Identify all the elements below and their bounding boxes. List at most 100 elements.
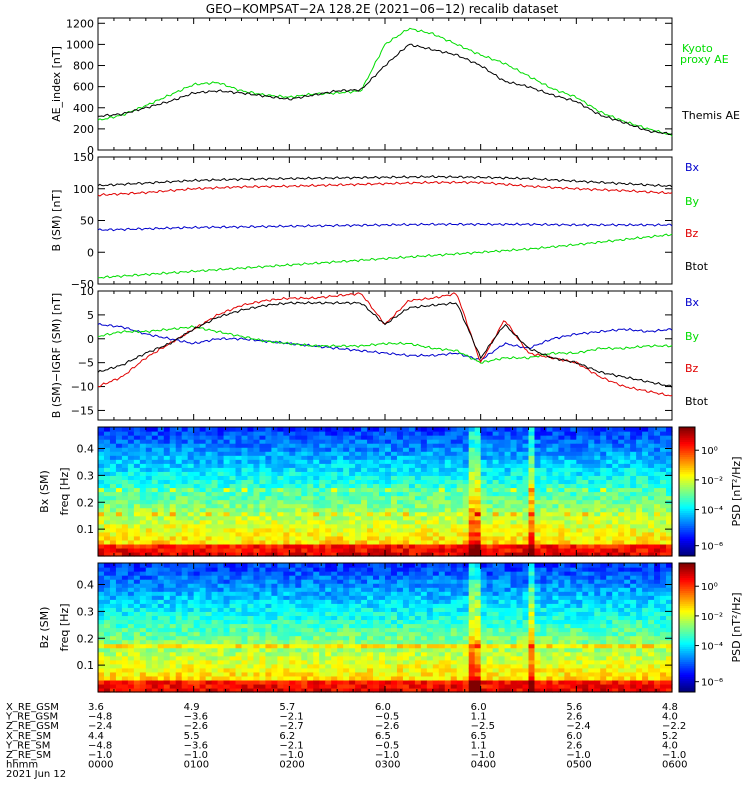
spectrogram-cell xyxy=(259,491,267,497)
spectrogram-cell xyxy=(313,595,320,600)
spectrogram-cell xyxy=(307,523,314,529)
spectrogram-cell xyxy=(139,599,147,604)
spectrogram-cell xyxy=(151,543,159,549)
spectrogram-cell xyxy=(133,647,141,653)
spectrogram-cell xyxy=(103,495,111,501)
spectrogram-cell xyxy=(127,459,135,464)
spectrogram-cell xyxy=(385,491,392,497)
spectrogram-cell xyxy=(349,467,356,472)
spectrogram-cell xyxy=(385,543,392,549)
spectrogram-cell xyxy=(612,539,619,545)
spectrogram-cell xyxy=(139,487,147,493)
spectrogram-cell xyxy=(331,531,338,537)
spectrogram-cell xyxy=(558,431,565,436)
spectrogram-cell xyxy=(576,507,583,513)
spectrogram-cell xyxy=(552,503,559,509)
spectrogram-cell xyxy=(151,599,159,604)
spectrogram-cell xyxy=(402,507,410,513)
spectrogram-cell xyxy=(624,547,631,553)
spectrogram-cell xyxy=(253,523,261,529)
spectrogram-cell xyxy=(301,611,308,617)
spectrogram-cell xyxy=(558,483,565,489)
spectrogram-cell xyxy=(241,627,249,633)
spectrogram-cell xyxy=(558,531,565,537)
spectrogram-cell xyxy=(265,647,272,653)
spectrogram-cell xyxy=(98,479,105,485)
spectrogram-cell xyxy=(492,447,500,452)
spectrogram-cell xyxy=(385,431,392,436)
spectrogram-cell xyxy=(426,471,434,476)
spectrogram-cell xyxy=(313,427,320,432)
spectrogram-cell xyxy=(660,435,667,440)
spectrogram-cell xyxy=(648,547,655,553)
spectrogram-cell xyxy=(133,539,141,545)
spectrogram-cell xyxy=(450,491,458,497)
spectrogram-cell xyxy=(361,499,368,505)
spectrogram-cell xyxy=(133,471,141,476)
spectrogram-cell xyxy=(151,535,159,541)
spectrogram-cell xyxy=(636,519,643,525)
spectrogram-cell xyxy=(199,495,207,501)
spectrogram-cell xyxy=(313,623,320,629)
spectrogram-cell xyxy=(648,527,655,533)
spectrogram-cell xyxy=(313,587,320,592)
spectrogram-cell xyxy=(355,579,362,584)
spectrogram-cell xyxy=(211,611,219,617)
spectrogram-cell xyxy=(552,471,559,476)
spectrogram-cell xyxy=(109,647,117,653)
spectrogram-cell xyxy=(289,671,296,677)
spectrogram-cell xyxy=(157,467,165,472)
spectrogram-cell xyxy=(396,455,404,460)
spectrogram-cell xyxy=(205,547,213,553)
spectrogram-cell xyxy=(151,523,159,529)
spectrogram-cell xyxy=(498,447,506,452)
spectrogram-cell xyxy=(283,563,290,568)
spectrogram-cell xyxy=(648,511,655,517)
spectrogram-cell xyxy=(175,575,183,580)
spectrogram-cell xyxy=(193,523,201,529)
spectrogram-cell xyxy=(193,547,201,553)
spectrogram-cell xyxy=(283,611,290,617)
colorbar-step xyxy=(679,482,695,486)
spectrogram-cell xyxy=(259,439,267,444)
spectrogram-cell xyxy=(283,671,290,677)
spectrogram-cell xyxy=(295,679,302,685)
spectrogram-cell xyxy=(522,483,530,489)
spectrogram-cell xyxy=(361,587,368,592)
spectrogram-cell xyxy=(426,463,434,468)
spectrogram-cell xyxy=(349,431,356,436)
spectrogram-cell xyxy=(546,435,554,440)
spectrogram-cell xyxy=(109,679,117,685)
spectrogram-cell xyxy=(630,531,637,537)
spectrogram-cell xyxy=(175,431,183,436)
spectrogram-cell xyxy=(277,527,284,533)
spectrogram-cell xyxy=(450,427,458,432)
spectrogram-cell xyxy=(133,643,141,649)
spectrogram-cell xyxy=(109,563,117,568)
spectrogram-cell xyxy=(420,547,428,553)
spectrogram-cell xyxy=(355,475,362,481)
spectrogram-cell xyxy=(253,499,261,505)
spectrogram-cell xyxy=(253,475,261,481)
spectrogram-cell xyxy=(456,463,464,468)
spectrogram-cell xyxy=(576,547,583,553)
spectrogram-cell xyxy=(588,455,595,460)
spectrogram-cell xyxy=(564,499,571,505)
spectrogram-cell xyxy=(450,535,458,541)
spectrogram-cell xyxy=(175,551,183,557)
spectrogram-cell xyxy=(289,611,296,617)
spectrogram-cell xyxy=(516,491,524,497)
spectrogram-cell xyxy=(642,535,649,541)
spectrogram-cell xyxy=(516,539,524,545)
spectrogram-cell xyxy=(295,643,302,649)
spectrogram-cell xyxy=(181,639,189,645)
colorbar-step xyxy=(679,476,695,480)
spectrogram-cell xyxy=(498,431,506,436)
spectrogram-cell xyxy=(414,527,422,533)
spectrogram-cell xyxy=(414,487,422,493)
spectrogram-cell xyxy=(313,487,320,493)
spectrogram-cell xyxy=(259,499,267,505)
spectrogram-cell xyxy=(193,507,201,513)
colorbar-tick-label: 10⁻⁶ xyxy=(701,542,723,553)
spectrogram-cell xyxy=(247,475,255,481)
